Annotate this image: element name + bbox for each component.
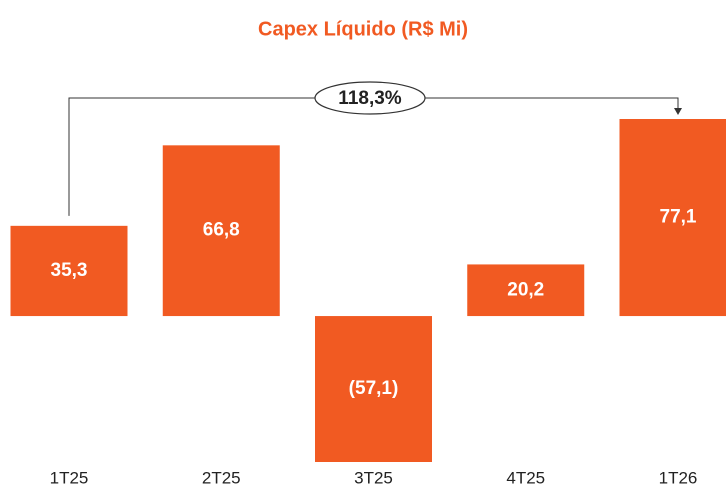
x-tick-label: 3T25 (354, 468, 393, 487)
x-tick-label: 4T25 (506, 468, 545, 487)
value-label: 35,3 (51, 260, 88, 281)
value-label: (57,1) (349, 378, 399, 399)
x-tick-label: 2T25 (202, 468, 241, 487)
annotation-oval (314, 81, 426, 115)
value-label: 20,2 (507, 279, 544, 300)
x-tick-label: 1T25 (50, 468, 89, 487)
bar (162, 145, 280, 317)
bar (10, 225, 128, 317)
chart-title: Capex Líquido (R$ Mi) (258, 18, 468, 40)
growth-bracket (68, 97, 679, 216)
arrow-head (674, 108, 682, 115)
bar (619, 119, 726, 317)
value-label: 66,8 (203, 220, 240, 241)
bar (315, 316, 432, 462)
value-label: 77,1 (660, 207, 697, 228)
x-tick-label: 1T26 (659, 468, 698, 487)
bar (467, 264, 585, 317)
annotation: 118,3% (338, 88, 401, 109)
